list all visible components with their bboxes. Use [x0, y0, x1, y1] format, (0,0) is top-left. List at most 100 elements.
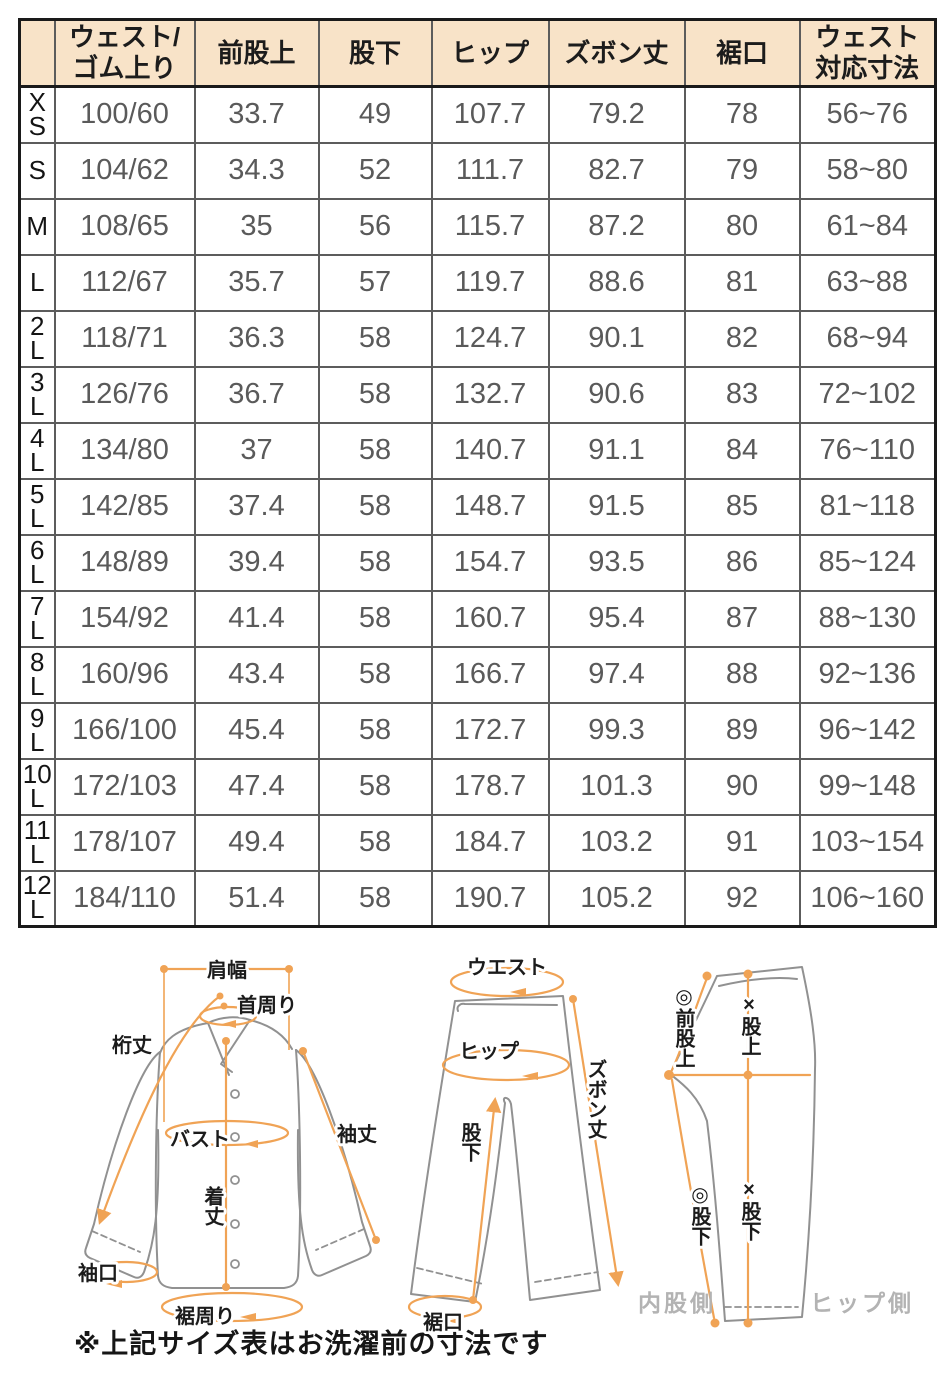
measurement-value: 112/67 [53, 253, 196, 312]
measurement-value: 85 [683, 477, 801, 536]
measurement-value: 82.7 [547, 141, 686, 200]
hip-side-label: ヒップ側 [810, 1290, 914, 1316]
pants-flat-measurement-marks [664, 969, 812, 1328]
body-length-label: 着丈 [201, 1185, 225, 1227]
measurement-value: 49 [317, 85, 433, 144]
size-label: 4 L [18, 421, 56, 480]
measurement-value: 58 [317, 645, 433, 704]
table-row: 9 L 166/100 45.4 58 172.7 99.3 89 96~142 [18, 701, 937, 760]
table-row: 8 L 160/96 43.4 58 166.7 97.4 88 92~136 [18, 645, 937, 704]
measurement-value: 80 [683, 197, 801, 256]
measurement-value: 58 [317, 477, 433, 536]
table-row: 10 L 172/103 47.4 58 178.7 101.3 90 99~148 [18, 757, 937, 816]
measurement-value: 43.4 [193, 645, 320, 704]
column-header-hip: ヒップ [430, 18, 550, 88]
table-row: L 112/67 35.7 57 119.7 88.6 81 63~88 [18, 253, 937, 312]
hem-opening-label: 裾口 [423, 1310, 463, 1334]
measurement-value: 154/92 [53, 589, 196, 648]
table-row: 5 L 142/85 37.4 58 148.7 91.5 85 81~118 [18, 477, 937, 536]
size-table-body: X S 100/60 33.7 49 107.7 79.2 78 56~76 S 104/62 34… [18, 85, 937, 928]
measurement-value: 58 [317, 309, 433, 368]
column-header-waist-range: ウェスト 対応寸法 [798, 18, 937, 88]
size-label: 2 L [18, 309, 56, 368]
column-header-size [18, 18, 56, 88]
size-table: ウェスト/ ゴム上り 前股上 股下 ヒップ ズボン丈 裾口 ウェスト 対応寸法 … [18, 18, 937, 928]
column-header-inseam: 股下 [317, 18, 433, 88]
measurement-value: 36.3 [193, 309, 320, 368]
size-label: 6 L [18, 533, 56, 592]
measurement-value: 132.7 [430, 365, 550, 424]
measurement-value: 37.4 [193, 477, 320, 536]
size-label: 5 L [18, 477, 56, 536]
table-row: S 104/62 34.3 52 111.7 82.7 79 58~80 [18, 141, 937, 200]
measurement-value: 87.2 [547, 197, 686, 256]
size-label: M [18, 197, 56, 256]
size-label: X S [18, 85, 56, 144]
table-row: 12 L 184/110 51.4 58 190.7 105.2 92 106~160 [18, 869, 937, 928]
hem-girth-label: 裾周り [175, 1304, 235, 1328]
measurement-value: 37 [193, 421, 320, 480]
size-chart-page: ウェスト/ ゴム上り 前股上 股下 ヒップ ズボン丈 裾口 ウェスト 対応寸法 … [0, 18, 940, 1361]
measurement-value: 49.4 [193, 813, 320, 872]
table-row: 11 L 178/107 49.4 58 184.7 103.2 91 103~154 [18, 813, 937, 872]
measurement-value: 96~142 [798, 701, 937, 760]
measurement-value: 51.4 [193, 869, 320, 928]
waist-label: ウエスト [467, 956, 547, 979]
size-label: 11 L [18, 813, 56, 872]
measurement-value: 142/85 [53, 477, 196, 536]
size-label: L [18, 253, 56, 312]
size-label: 9 L [18, 701, 56, 760]
measurement-value: 89 [683, 701, 801, 760]
measurement-value: 111.7 [430, 141, 550, 200]
measurement-value: 58~80 [798, 141, 937, 200]
pants-length-label: ズボン丈 [584, 1058, 607, 1140]
column-header-front-rise: 前股上 [193, 18, 320, 88]
measurement-value: 76~110 [798, 421, 937, 480]
measurement-value: 84 [683, 421, 801, 480]
measurement-value: 58 [317, 533, 433, 592]
measurement-value: 58 [317, 813, 433, 872]
measurement-value: 79.2 [547, 85, 686, 144]
measurement-value: 81 [683, 253, 801, 312]
measurement-value: 103.2 [547, 813, 686, 872]
measurement-value: 47.4 [193, 757, 320, 816]
measurement-value: 81~118 [798, 477, 937, 536]
measurement-value: 92 [683, 869, 801, 928]
table-row: M 108/65 35 56 115.7 87.2 80 61~84 [18, 197, 937, 256]
measurement-value: 166/100 [53, 701, 196, 760]
measurement-value: 134/80 [53, 421, 196, 480]
sleeve-length-label: 袖丈 [337, 1122, 377, 1146]
column-header-waist-elastic: ウェスト/ ゴム上り [53, 18, 196, 88]
measurement-value: 58 [317, 589, 433, 648]
measurement-value: 93.5 [547, 533, 686, 592]
measurement-value: 184/110 [53, 869, 196, 928]
measurement-value: 160.7 [430, 589, 550, 648]
measurement-value: 148.7 [430, 477, 550, 536]
measurement-value: 85~124 [798, 533, 937, 592]
measurement-value: 58 [317, 701, 433, 760]
measurement-value: 90.6 [547, 365, 686, 424]
measurement-value: 56~76 [798, 85, 937, 144]
bust-label: バスト [170, 1128, 230, 1151]
inseam-a-label: ◎股下 [688, 1182, 711, 1247]
table-row: X S 100/60 33.7 49 107.7 79.2 78 56~76 [18, 85, 937, 144]
measurement-value: 88 [683, 645, 801, 704]
table-row: 6 L 148/89 39.4 58 154.7 93.5 86 85~124 [18, 533, 937, 592]
measurement-value: 107.7 [430, 85, 550, 144]
size-label: 12 L [18, 869, 56, 928]
table-row: 4 L 134/80 37 58 140.7 91.1 84 76~110 [18, 421, 937, 480]
shirt-measurement-diagram: 肩幅 首周り 桁丈 袖丈 バスト 着丈 袖口 裾周り [75, 955, 380, 1331]
measurement-value: 35.7 [193, 253, 320, 312]
measurement-value: 178.7 [430, 757, 550, 816]
shirt-measurement-marks [93, 965, 380, 1323]
measurement-value: 57 [317, 253, 433, 312]
measurement-value: 100/60 [53, 85, 196, 144]
pants-front-outline [410, 995, 601, 1303]
measurement-value: 119.7 [430, 253, 550, 312]
measurement-value: 72~102 [798, 365, 937, 424]
shoulder-width-label: 肩幅 [207, 958, 247, 982]
measurement-value: 148/89 [53, 533, 196, 592]
measurement-value: 154.7 [430, 533, 550, 592]
inseam-b-label: ×股下 [738, 1179, 761, 1242]
measurement-value: 172.7 [430, 701, 550, 760]
